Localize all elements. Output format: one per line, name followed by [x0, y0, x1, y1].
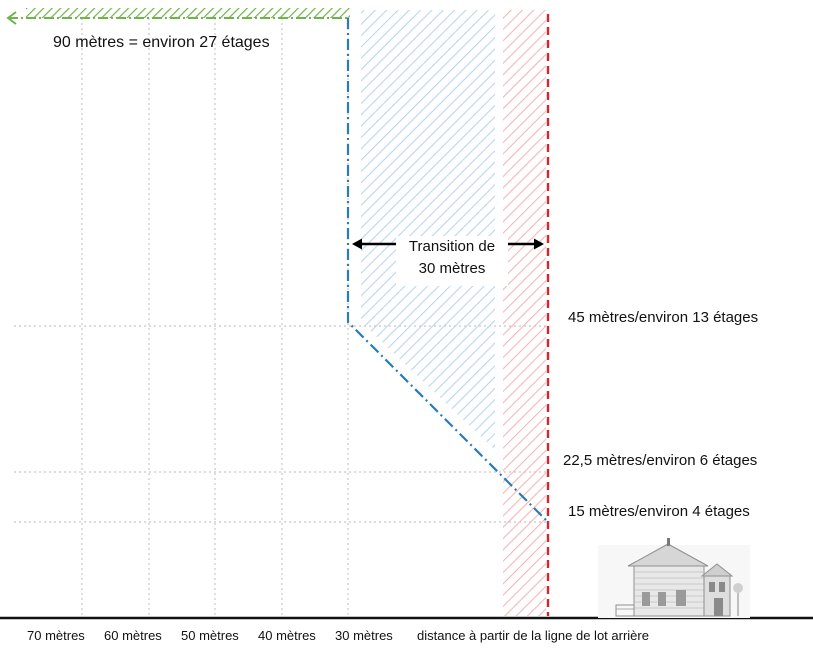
axis-tick-30m: 30 mètres — [335, 628, 393, 643]
house-icon — [598, 538, 750, 618]
transition-label: Transition de 30 mètres — [396, 236, 508, 286]
max-height-label: 90 mètres = environ 27 étages — [53, 34, 270, 51]
transition-label-line1: Transition de — [408, 238, 496, 255]
vertical-grid — [81, 18, 349, 616]
axis-tick-70m: 70 mètres — [27, 628, 85, 643]
transition-label-line2: 30 mètres — [418, 260, 486, 277]
setback-strip-hatch — [503, 10, 546, 616]
axis-tick-50m: 50 mètres — [181, 628, 239, 643]
left-arrow-icon — [6, 11, 17, 25]
height-15m-label: 15 mètres/environ 4 étages — [568, 503, 750, 520]
axis-tick-60m: 60 mètres — [104, 628, 162, 643]
height-22m-label: 22,5 mètres/environ 6 étages — [563, 452, 758, 469]
height-45m-label: 45 mètres/environ 13 étages — [568, 309, 759, 326]
axis-tick-40m: 40 mètres — [258, 628, 316, 643]
arrow-right-icon — [534, 238, 544, 250]
height-envelope-line — [346, 18, 549, 523]
transition-zone-hatch — [361, 10, 495, 450]
max-height-band-hatch — [26, 8, 350, 18]
transition-arrow — [352, 238, 544, 250]
arrow-left-icon — [352, 238, 362, 250]
axis-caption: distance à partir de la ligne de lot arr… — [417, 628, 649, 643]
